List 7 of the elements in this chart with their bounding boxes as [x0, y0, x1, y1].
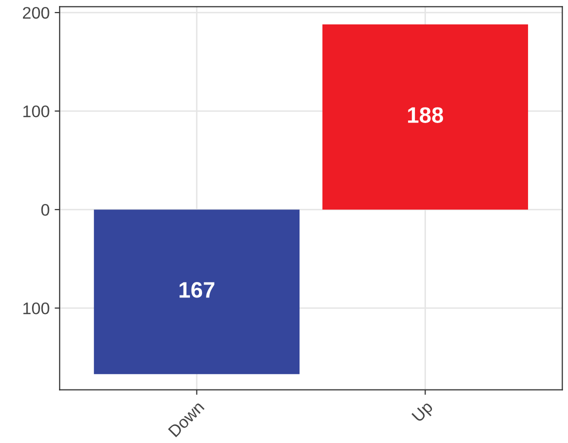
- data-label: 167: [180, 282, 214, 298]
- y-tick-label: 0: [41, 204, 50, 216]
- y-tick-label: 100: [23, 105, 50, 118]
- x-tick-label: Up: [412, 400, 436, 425]
- y-tick-label: 200: [22, 6, 50, 19]
- data-label: 188: [408, 107, 444, 123]
- y-tick-label: 100: [23, 302, 50, 314]
